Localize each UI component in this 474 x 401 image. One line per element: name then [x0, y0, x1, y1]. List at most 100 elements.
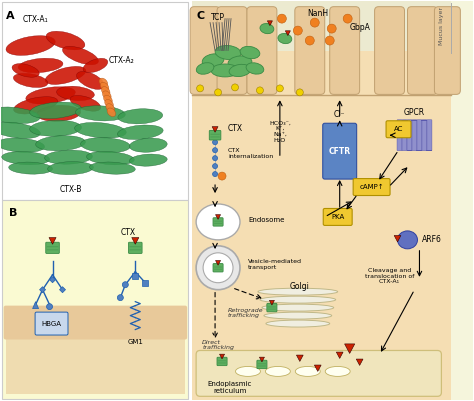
Polygon shape	[314, 365, 321, 371]
Text: HBGA: HBGA	[42, 320, 62, 326]
Ellipse shape	[129, 154, 167, 166]
Ellipse shape	[14, 97, 57, 114]
Ellipse shape	[106, 104, 115, 112]
Text: AC: AC	[394, 126, 403, 132]
Circle shape	[231, 84, 238, 91]
Polygon shape	[259, 357, 264, 362]
Polygon shape	[216, 261, 220, 265]
Ellipse shape	[74, 122, 126, 138]
Ellipse shape	[45, 67, 86, 85]
Circle shape	[46, 304, 53, 310]
Text: Endosome: Endosome	[248, 217, 284, 223]
Circle shape	[197, 85, 204, 92]
Text: Retrograde
trafficking: Retrograde trafficking	[228, 308, 264, 318]
FancyBboxPatch shape	[323, 123, 356, 179]
Text: GbpA: GbpA	[349, 22, 370, 32]
Text: HCO₃⁻,
K⁺,
Na⁺,
H₂O: HCO₃⁻, K⁺, Na⁺, H₂O	[269, 120, 291, 143]
FancyBboxPatch shape	[210, 136, 220, 138]
FancyBboxPatch shape	[434, 7, 460, 94]
Text: TCP: TCP	[211, 13, 225, 22]
Ellipse shape	[6, 36, 55, 55]
Ellipse shape	[265, 367, 291, 377]
FancyBboxPatch shape	[214, 221, 222, 222]
Text: C: C	[196, 11, 204, 21]
FancyBboxPatch shape	[417, 120, 422, 151]
FancyBboxPatch shape	[258, 365, 266, 367]
Polygon shape	[50, 277, 55, 283]
Ellipse shape	[46, 31, 85, 50]
Ellipse shape	[228, 56, 252, 69]
Circle shape	[212, 148, 218, 153]
Circle shape	[196, 246, 240, 290]
Ellipse shape	[56, 86, 94, 101]
Ellipse shape	[260, 296, 336, 303]
Circle shape	[215, 89, 221, 96]
Polygon shape	[40, 287, 46, 293]
Circle shape	[327, 24, 336, 33]
Text: Endoplasmic
reticulum: Endoplasmic reticulum	[208, 381, 252, 394]
FancyBboxPatch shape	[214, 269, 222, 270]
Ellipse shape	[83, 58, 108, 73]
Ellipse shape	[278, 34, 292, 44]
Circle shape	[118, 295, 123, 301]
FancyBboxPatch shape	[210, 130, 221, 140]
FancyBboxPatch shape	[128, 242, 142, 253]
Ellipse shape	[246, 63, 264, 74]
Ellipse shape	[105, 99, 113, 108]
Ellipse shape	[2, 152, 49, 165]
FancyBboxPatch shape	[214, 266, 222, 267]
Ellipse shape	[107, 108, 116, 117]
Polygon shape	[345, 344, 355, 353]
FancyBboxPatch shape	[192, 1, 474, 400]
Circle shape	[264, 24, 273, 33]
FancyBboxPatch shape	[218, 360, 226, 361]
FancyBboxPatch shape	[35, 312, 68, 335]
Ellipse shape	[77, 71, 104, 89]
Polygon shape	[394, 235, 401, 242]
Ellipse shape	[102, 91, 111, 99]
FancyBboxPatch shape	[257, 360, 267, 369]
FancyBboxPatch shape	[323, 209, 352, 225]
Ellipse shape	[118, 109, 163, 124]
FancyBboxPatch shape	[268, 306, 276, 308]
Ellipse shape	[229, 64, 251, 77]
Text: PKA: PKA	[331, 214, 344, 220]
Polygon shape	[337, 352, 343, 358]
FancyBboxPatch shape	[374, 7, 404, 94]
Ellipse shape	[260, 24, 274, 34]
Circle shape	[218, 172, 226, 180]
Ellipse shape	[30, 102, 82, 119]
Polygon shape	[267, 21, 273, 26]
FancyBboxPatch shape	[129, 246, 141, 247]
Ellipse shape	[0, 107, 40, 124]
Ellipse shape	[86, 152, 134, 165]
FancyBboxPatch shape	[258, 363, 266, 364]
Text: B: B	[9, 208, 17, 218]
Text: Cl⁻: Cl⁻	[334, 110, 346, 119]
Circle shape	[256, 87, 264, 94]
Ellipse shape	[262, 304, 334, 311]
FancyBboxPatch shape	[422, 120, 427, 151]
Ellipse shape	[196, 63, 214, 74]
Text: A: A	[6, 11, 14, 21]
Ellipse shape	[264, 312, 332, 319]
FancyBboxPatch shape	[6, 330, 185, 394]
Text: GPCR: GPCR	[404, 108, 425, 117]
Text: CTX: CTX	[228, 124, 243, 133]
Circle shape	[277, 14, 286, 23]
Circle shape	[212, 172, 218, 176]
Ellipse shape	[12, 64, 39, 77]
Text: ARF6: ARF6	[421, 235, 441, 244]
FancyBboxPatch shape	[330, 7, 360, 94]
FancyBboxPatch shape	[192, 51, 451, 400]
Circle shape	[310, 18, 319, 27]
Ellipse shape	[9, 162, 53, 174]
Polygon shape	[296, 355, 303, 361]
FancyBboxPatch shape	[47, 249, 58, 251]
FancyBboxPatch shape	[386, 121, 411, 138]
FancyBboxPatch shape	[295, 7, 325, 94]
Ellipse shape	[215, 45, 241, 60]
Text: GM1: GM1	[128, 338, 143, 344]
Polygon shape	[216, 215, 220, 219]
FancyBboxPatch shape	[268, 308, 276, 310]
